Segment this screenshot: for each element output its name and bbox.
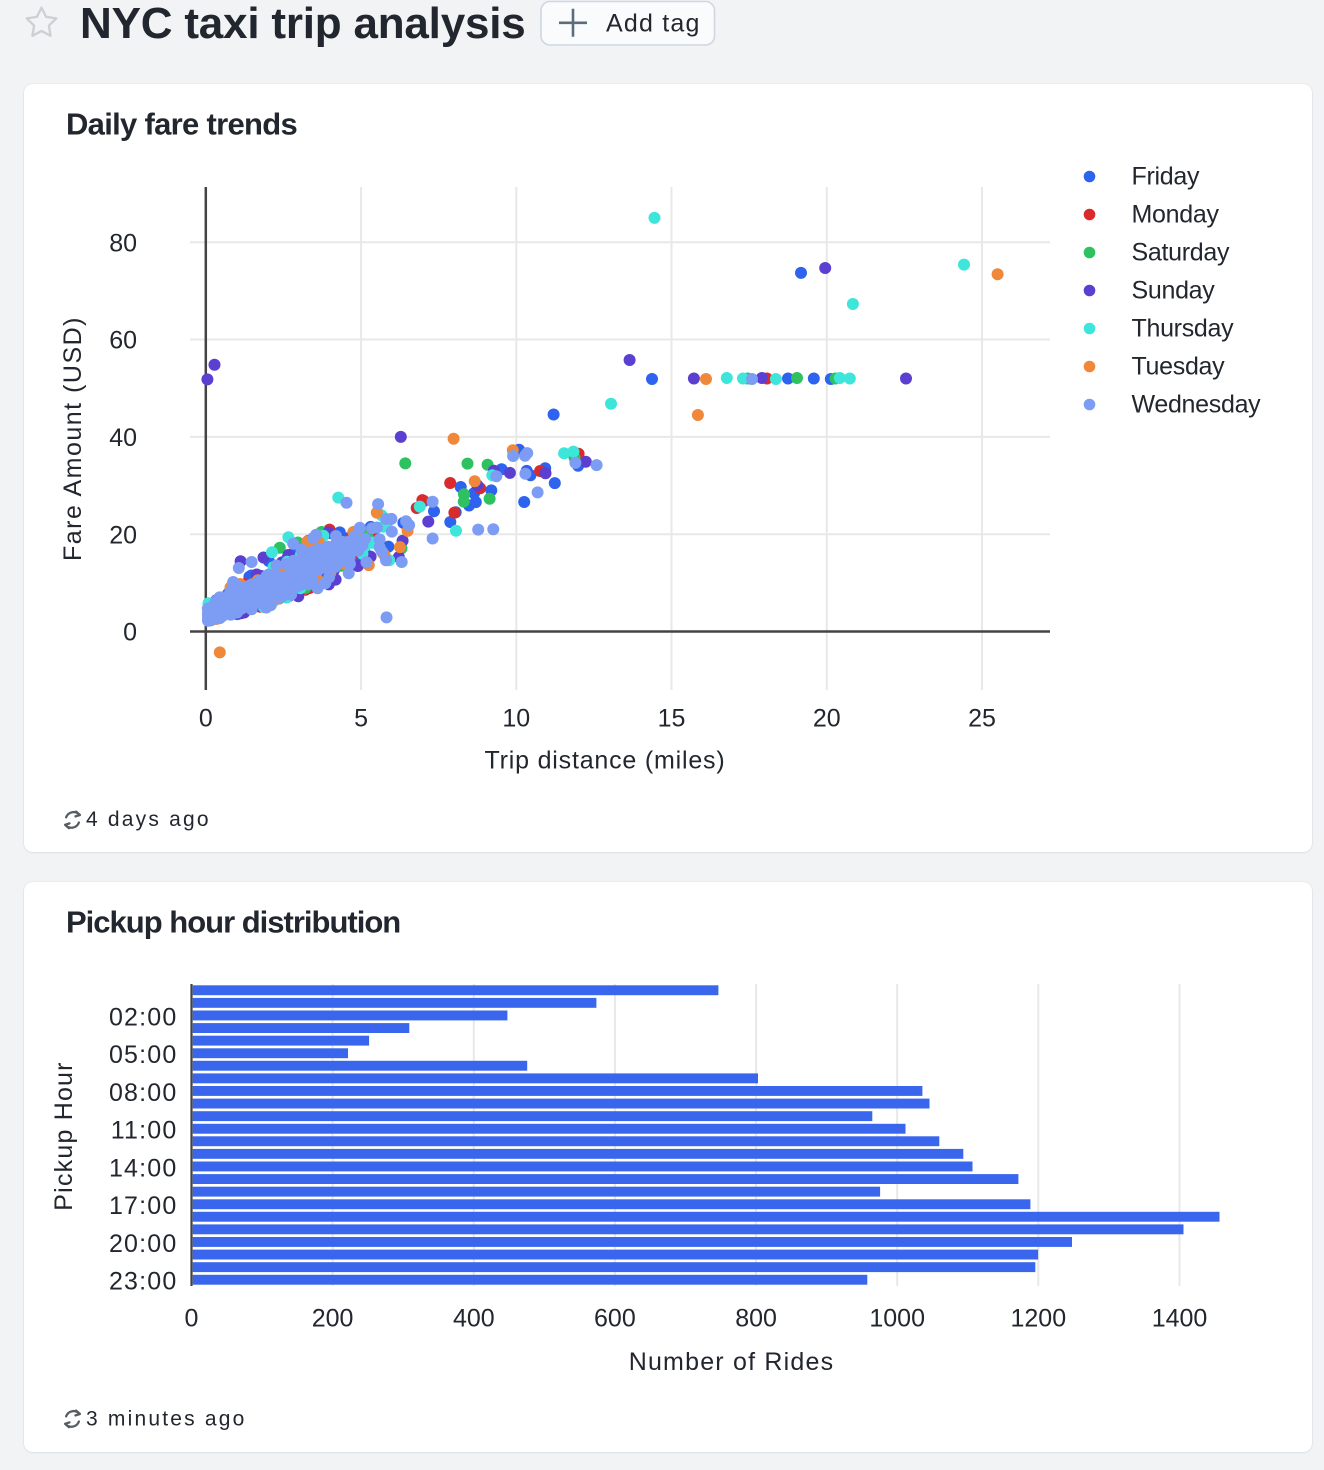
svg-text:3 minutes ago: 3 minutes ago: [86, 1408, 247, 1431]
svg-text:0: 0: [199, 705, 213, 733]
svg-text:4 days ago: 4 days ago: [86, 808, 211, 831]
svg-text:Trip distance (miles): Trip distance (miles): [485, 747, 726, 775]
svg-text:Number of Rides: Number of Rides: [629, 1348, 835, 1376]
svg-text:14:00: 14:00: [109, 1155, 178, 1183]
svg-text:02:00: 02:00: [109, 1004, 178, 1032]
svg-text:5: 5: [354, 705, 368, 733]
svg-text:08:00: 08:00: [109, 1079, 178, 1107]
svg-text:Tuesday: Tuesday: [1132, 352, 1226, 380]
svg-text:Fare Amount (USD): Fare Amount (USD): [59, 316, 87, 561]
svg-text:Add tag: Add tag: [606, 10, 701, 38]
svg-text:Daily fare trends: Daily fare trends: [66, 107, 297, 142]
svg-text:Saturday: Saturday: [1132, 238, 1230, 266]
svg-text:17:00: 17:00: [109, 1192, 178, 1220]
svg-text:23:00: 23:00: [109, 1268, 178, 1296]
svg-text:200: 200: [312, 1305, 354, 1333]
svg-text:15: 15: [658, 705, 686, 733]
svg-text:1400: 1400: [1152, 1305, 1208, 1333]
svg-text:NYC taxi trip analysis: NYC taxi trip analysis: [80, 0, 526, 48]
svg-text:1200: 1200: [1010, 1305, 1066, 1333]
svg-text:20: 20: [109, 521, 137, 549]
svg-text:Monday: Monday: [1132, 200, 1220, 228]
svg-text:60: 60: [109, 327, 137, 355]
svg-text:Pickup hour distribution: Pickup hour distribution: [66, 905, 400, 940]
svg-text:11:00: 11:00: [111, 1117, 178, 1145]
svg-text:25: 25: [968, 705, 996, 733]
svg-text:1000: 1000: [869, 1305, 925, 1333]
svg-text:Wednesday: Wednesday: [1132, 390, 1262, 418]
svg-text:600: 600: [594, 1305, 636, 1333]
svg-text:Sunday: Sunday: [1132, 276, 1216, 304]
svg-text:20: 20: [813, 705, 841, 733]
svg-text:80: 80: [109, 229, 137, 257]
svg-text:10: 10: [502, 705, 530, 733]
svg-text:800: 800: [735, 1305, 777, 1333]
svg-text:05:00: 05:00: [109, 1041, 178, 1069]
svg-text:40: 40: [109, 424, 137, 452]
svg-text:0: 0: [123, 619, 137, 647]
svg-text:20:00: 20:00: [109, 1230, 178, 1258]
svg-text:400: 400: [453, 1305, 495, 1333]
svg-text:0: 0: [185, 1305, 199, 1333]
svg-text:Friday: Friday: [1132, 162, 1200, 190]
svg-text:Thursday: Thursday: [1132, 314, 1235, 342]
svg-text:Pickup Hour: Pickup Hour: [50, 1061, 78, 1210]
